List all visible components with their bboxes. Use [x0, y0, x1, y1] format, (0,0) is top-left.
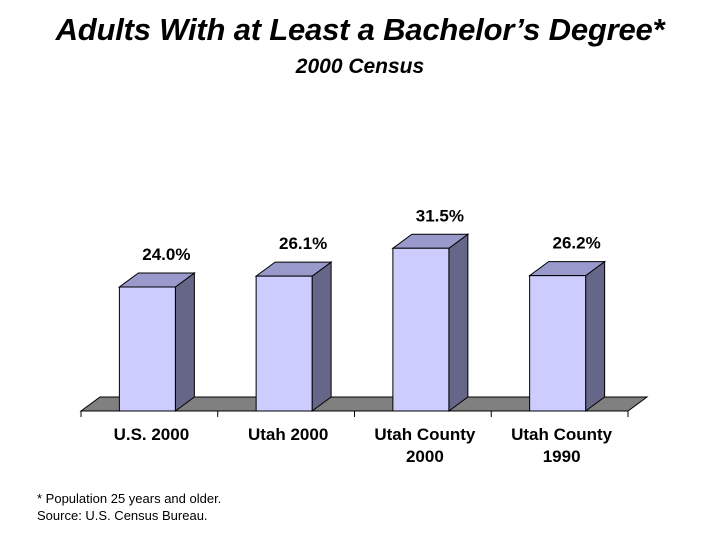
- bar: [255, 275, 313, 412]
- bar-side: [585, 260, 606, 412]
- category-label: Utah County: [511, 425, 613, 444]
- category-label: 2000: [406, 447, 444, 466]
- footnotes: * Population 25 years and older. Source:…: [37, 490, 221, 524]
- data-label: 31.5%: [416, 206, 464, 225]
- category-label: Utah County: [374, 425, 476, 444]
- source-footnote: Source: U.S. Census Bureau.: [37, 508, 208, 523]
- bar: [529, 275, 587, 412]
- data-label: 24.0%: [142, 245, 190, 264]
- bar-side: [311, 261, 332, 412]
- category-label: 1990: [543, 447, 581, 466]
- bar-side: [174, 272, 195, 412]
- data-label: 26.2%: [553, 234, 601, 253]
- data-label: 26.1%: [279, 234, 327, 253]
- chart-title: Adults With at Least a Bachelor’s Degree…: [55, 12, 665, 47]
- population-footnote: * Population 25 years and older.: [37, 491, 222, 506]
- bar-side: [448, 233, 469, 412]
- chart-subtitle: 2000 Census: [295, 55, 425, 78]
- bar: [392, 247, 450, 412]
- category-label: Utah 2000: [248, 425, 328, 444]
- category-label: U.S. 2000: [114, 425, 190, 444]
- bar: [118, 286, 176, 412]
